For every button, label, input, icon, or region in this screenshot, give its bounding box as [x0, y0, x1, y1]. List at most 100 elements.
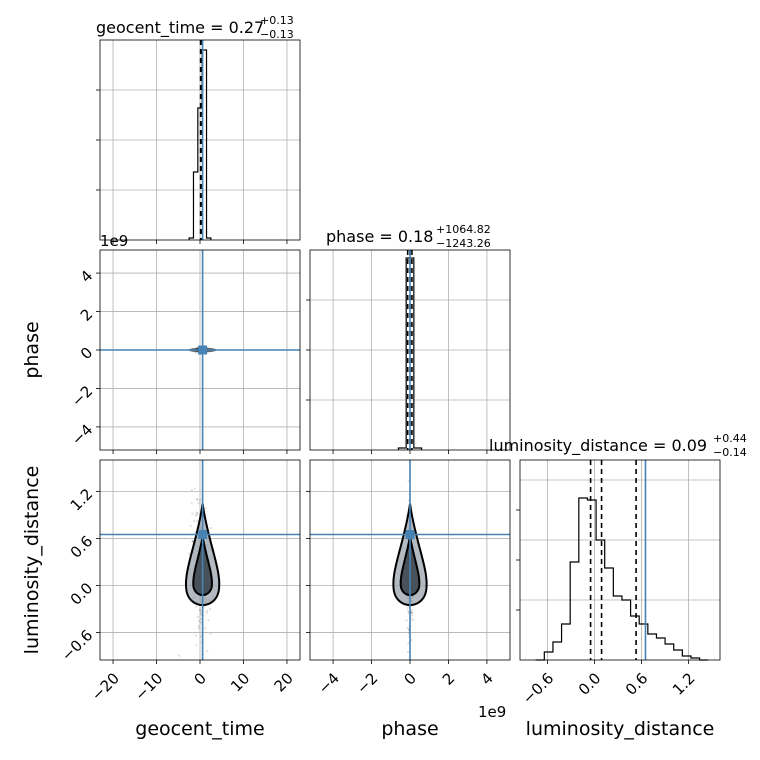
tick-label-y: 4 — [77, 267, 96, 286]
tick-label-x: −2 — [353, 669, 381, 697]
sample-point — [195, 644, 198, 647]
tick-label-y: −4 — [68, 421, 96, 449]
truth-marker — [405, 530, 415, 540]
panel-frame — [99, 39, 301, 241]
tick-label-x: 2 — [439, 669, 458, 688]
sample-point — [205, 611, 209, 614]
tick-label-x: 10 — [227, 669, 253, 695]
tick-label-x: 4 — [477, 669, 496, 688]
sample-point — [199, 635, 203, 638]
sample-point — [198, 499, 202, 502]
sample-point — [194, 514, 197, 517]
tick-label-x: −10 — [131, 669, 166, 704]
tick-label-y: 0.6 — [67, 532, 97, 562]
sample-point — [206, 609, 209, 612]
title-phase-minus: −1243.26 — [436, 237, 491, 250]
ylabel-phase: phase — [21, 321, 43, 378]
sample-point — [209, 632, 212, 635]
tick-label-y: −2 — [68, 382, 96, 410]
title-geocent-time-minus: −0.13 — [260, 28, 294, 41]
sample-point — [407, 499, 410, 502]
panel-phase-vs-geocent-time: −4 −2 0 2 4 — [68, 249, 301, 454]
sample-point — [410, 611, 413, 614]
sample-point — [407, 479, 410, 482]
sample-point — [412, 618, 415, 622]
tick-label-x: 0 — [400, 669, 419, 688]
panel-geocent-time-histogram — [96, 39, 301, 244]
panel-luminosity-distance-histogram: −0.6 0.0 0.6 1.2 — [516, 459, 721, 708]
sample-point — [189, 524, 192, 527]
sample-point — [207, 619, 210, 622]
title-luminosity-distance-minus: −0.14 — [713, 446, 747, 459]
sample-point — [197, 502, 200, 505]
sample-point — [191, 512, 194, 515]
sample-point — [196, 615, 200, 618]
sample-point — [191, 540, 194, 543]
sample-point — [209, 608, 212, 611]
panel-frame — [309, 459, 511, 661]
ylabel-luminosity-distance: luminosity_distance — [21, 466, 43, 655]
tick-label-x: 0.0 — [575, 669, 605, 699]
panel-frame — [99, 249, 301, 451]
sample-point — [197, 624, 200, 628]
title-geocent-time-plus: +0.13 — [260, 14, 294, 27]
panel-frame — [309, 249, 511, 451]
sample-point — [195, 511, 198, 514]
sample-point — [190, 488, 193, 492]
sample-point — [178, 654, 181, 657]
truth-marker — [198, 345, 208, 355]
tick-label-y: 0.0 — [67, 579, 97, 609]
sample-point — [195, 513, 198, 516]
sample-point — [410, 611, 414, 615]
sample-point — [199, 617, 202, 621]
panel-phase-histogram — [306, 249, 511, 454]
sample-point — [407, 642, 410, 645]
sample-point — [194, 634, 197, 637]
sample-point — [199, 621, 202, 624]
tick-label-y: −0.6 — [58, 626, 96, 664]
title-luminosity-distance: luminosity_distance = 0.09 — [489, 436, 707, 456]
sample-point — [406, 606, 409, 609]
panel-frame — [519, 459, 721, 661]
histogram-step — [535, 497, 709, 661]
tick-label-x: 1.2 — [669, 669, 699, 699]
tick-label-x: 0 — [190, 669, 209, 688]
xlabel-geocent-time: geocent_time — [135, 718, 264, 740]
sample-point — [196, 497, 199, 501]
sample-point — [198, 619, 201, 623]
tick-label-x: 20 — [271, 669, 297, 695]
sample-point — [411, 614, 414, 617]
sample-point — [191, 540, 194, 543]
sample-point — [204, 627, 207, 630]
offset-text-phase-x: 1e9 — [478, 703, 506, 721]
offset-text-phase-y: 1e9 — [100, 232, 128, 250]
tick-label-y: 1.2 — [67, 485, 97, 515]
sample-point — [204, 507, 207, 510]
tick-label-y: 0 — [77, 344, 96, 363]
title-phase: phase = 0.18 — [326, 227, 433, 246]
title-luminosity-distance-plus: +0.44 — [713, 432, 747, 445]
xlabel-luminosity-distance: luminosity_distance — [526, 718, 715, 740]
truth-marker — [198, 530, 208, 540]
sample-point — [190, 501, 193, 505]
tick-label-x: −4 — [315, 669, 343, 697]
sample-point — [193, 487, 196, 490]
sample-point — [199, 612, 203, 616]
sample-point — [405, 619, 408, 622]
sample-point — [193, 519, 196, 522]
tick-label-x: −20 — [88, 669, 123, 704]
tick-label-x: −0.6 — [519, 669, 557, 707]
panel-frame — [99, 459, 301, 661]
xlabel-phase: phase — [381, 718, 438, 740]
sample-point — [195, 519, 199, 523]
sample-point — [411, 608, 414, 612]
sample-point — [406, 650, 410, 654]
sample-point — [406, 627, 409, 630]
title-geocent-time: geocent_time = 0.27 — [96, 18, 264, 38]
sample-point — [191, 540, 194, 543]
tick-label-y: 2 — [77, 305, 96, 324]
sample-point — [195, 605, 198, 608]
sample-point — [188, 552, 191, 555]
sample-point — [210, 526, 213, 530]
